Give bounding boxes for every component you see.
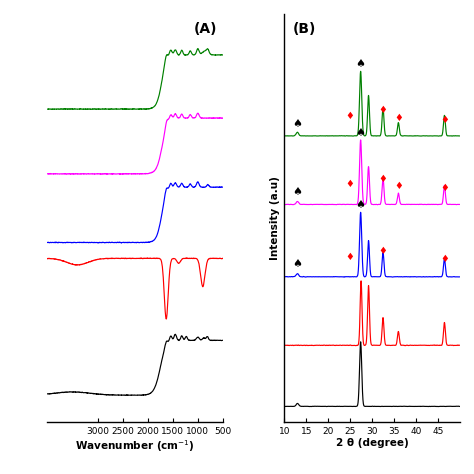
Text: ♦: ♦ (440, 183, 449, 193)
Text: ♦: ♦ (440, 115, 449, 125)
Text: ♦: ♦ (346, 180, 355, 190)
Text: ♦: ♦ (394, 113, 403, 123)
Text: (A): (A) (194, 22, 218, 36)
Text: ♦: ♦ (394, 182, 403, 191)
Text: ♠: ♠ (356, 201, 365, 210)
Text: ♠: ♠ (292, 259, 302, 270)
Text: ♦: ♦ (379, 174, 387, 184)
Text: ♦: ♦ (346, 111, 355, 121)
Text: ♦: ♦ (379, 246, 387, 256)
Y-axis label: Intensity (a.u): Intensity (a.u) (270, 176, 280, 260)
Text: ♦: ♦ (440, 254, 449, 264)
Text: (B): (B) (293, 22, 317, 36)
Text: ♠: ♠ (292, 187, 302, 197)
Text: ♦: ♦ (346, 252, 355, 262)
X-axis label: Wavenumber (cm$^{-1}$): Wavenumber (cm$^{-1}$) (75, 438, 195, 454)
Text: ♠: ♠ (292, 118, 302, 128)
Text: ♦: ♦ (379, 105, 387, 115)
Text: ♠: ♠ (356, 59, 365, 70)
X-axis label: 2 θ (degree): 2 θ (degree) (336, 438, 409, 448)
Text: ♠: ♠ (356, 128, 365, 138)
